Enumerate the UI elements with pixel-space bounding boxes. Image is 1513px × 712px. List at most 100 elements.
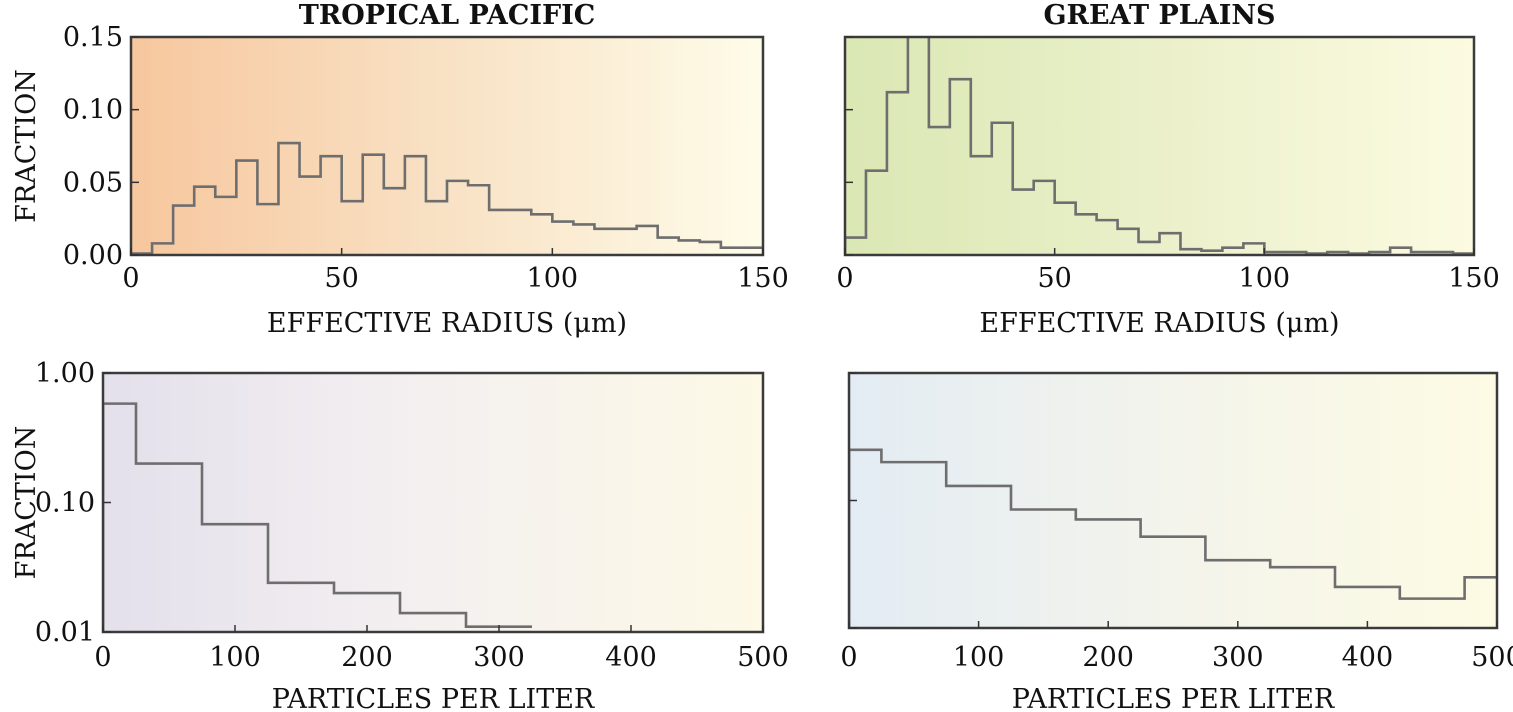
plot-frame [843,35,1476,257]
histogram-bar [173,206,194,255]
x-axis-label: PARTICLES PER LITER [272,684,595,712]
histogram-step-line [131,141,763,255]
histogram-bar [887,92,908,255]
histogram-bar [236,161,257,255]
histogram-bar [594,229,615,255]
x-tick-label: 100 [953,642,1005,673]
histogram-bar [447,181,468,255]
x-tick-label: 100 [527,263,579,294]
histogram-bar [405,156,426,255]
plot-frame [129,35,765,257]
x-tick-label: 100 [1239,263,1291,294]
histogram-bar [1139,242,1160,255]
x-tick-label: 0 [840,642,857,673]
y-tick-label: 0.00 [63,240,123,271]
histogram-bar [278,143,299,255]
histogram-bar [908,30,929,255]
plot-background [845,37,1474,255]
histogram-bar [257,204,278,255]
histogram-bar [215,197,236,255]
panel-bottom-right: 0 100 200 300 400 500 PARTICLES PER LITER [840,371,1513,712]
histogram-bar [573,224,594,255]
histogram-bar [1097,220,1118,255]
x-tick-label: 50 [1037,263,1071,294]
histogram-bar [845,238,866,255]
x-tick-label: 150 [737,263,789,294]
x-tick-label: 500 [1471,642,1513,673]
histogram-bar [1034,181,1055,255]
histogram-bar [929,127,950,255]
histogram-bar [1270,567,1335,628]
histogram-bar [400,613,466,632]
histogram-bar [342,201,363,255]
histogram-bar [637,226,658,255]
histogram-bar [1076,214,1097,255]
panel-title: TROPICAL PACIFIC [299,0,596,31]
x-axis-label: EFFECTIVE RADIUS (μm) [979,308,1339,339]
histogram-bar [658,238,679,255]
panel-title: GREAT PLAINS [1043,0,1275,31]
histogram-bar [202,524,268,632]
x-tick-label: 200 [1082,642,1134,673]
histogram-bar [1243,243,1264,255]
histogram-bar [552,222,573,255]
x-tick-label: 0 [94,642,111,673]
histogram-bar [1118,229,1139,255]
y-tick-label: 1.00 [35,358,95,389]
histogram-bar [1205,560,1270,628]
histogram-bar [136,464,202,632]
panel-top-right: 0 50 100 150 GREAT PLAINS EFFECTIVE RADIUS (μ… [836,0,1499,339]
histogram-step-line [849,448,1497,628]
x-axis-label: EFFECTIVE RADIUS (μm) [267,308,627,339]
histogram-bar [1076,519,1141,628]
x-tick-label: 100 [209,642,261,673]
histogram-bar [531,214,552,255]
histogram-bar [489,210,510,255]
y-tick-label: 0.05 [63,167,123,198]
y-axis-label: FRACTION [11,426,42,580]
x-tick-label: 0 [836,263,853,294]
histogram-bar [1160,233,1181,255]
histogram-bar [426,201,447,255]
x-axis-label: PARTICLES PER LITER [1012,684,1335,712]
histogram-bars [131,141,763,255]
y-tick-label: 0.15 [63,22,123,53]
histogram-bar [1400,599,1465,628]
y-axis-label: FRACTION [11,69,42,223]
plot-background [131,37,763,255]
histogram-bar [1141,537,1206,628]
panel-bottom-left: 0 100 200 300 400 500 0.01 0.10 1.00 PARTICLES PE… [11,358,789,712]
x-tick-label: 0 [122,263,139,294]
histogram-bar [103,404,136,632]
panels: 0 50 100 150 0.00 0.05 0.10 0.15 TROPICAL PACIFI… [11,0,1513,712]
plot-background [849,373,1497,628]
x-tick-label: 300 [1212,642,1264,673]
histogram-bar [1013,190,1034,255]
histogram-bars [845,30,1474,255]
x-tick-label: 200 [341,642,393,673]
y-tick-label: 0.10 [35,488,95,519]
histogram-bar [616,229,637,255]
histogram-bar [1055,203,1076,255]
histogram-bar [946,486,1011,628]
histogram-bar [881,462,946,628]
y-tick-label: 0.10 [63,95,123,126]
histogram-bar [700,242,721,255]
histogram-bar [468,185,489,255]
x-tick-label: 300 [473,642,525,673]
x-tick-label: 150 [1448,263,1500,294]
histogram-bar [321,156,342,255]
histogram-step-line [103,402,532,632]
plot-background [103,373,763,632]
histogram-bar [194,187,215,255]
x-tick-label: 50 [324,263,358,294]
histogram-bar [384,188,405,255]
histogram-bar [510,210,531,255]
histogram-bar [950,79,971,255]
x-tick-label: 400 [605,642,657,673]
histogram-bar [971,156,992,255]
histogram-bars [849,448,1497,628]
histogram-bar [300,177,321,255]
histogram-bar [679,240,700,255]
